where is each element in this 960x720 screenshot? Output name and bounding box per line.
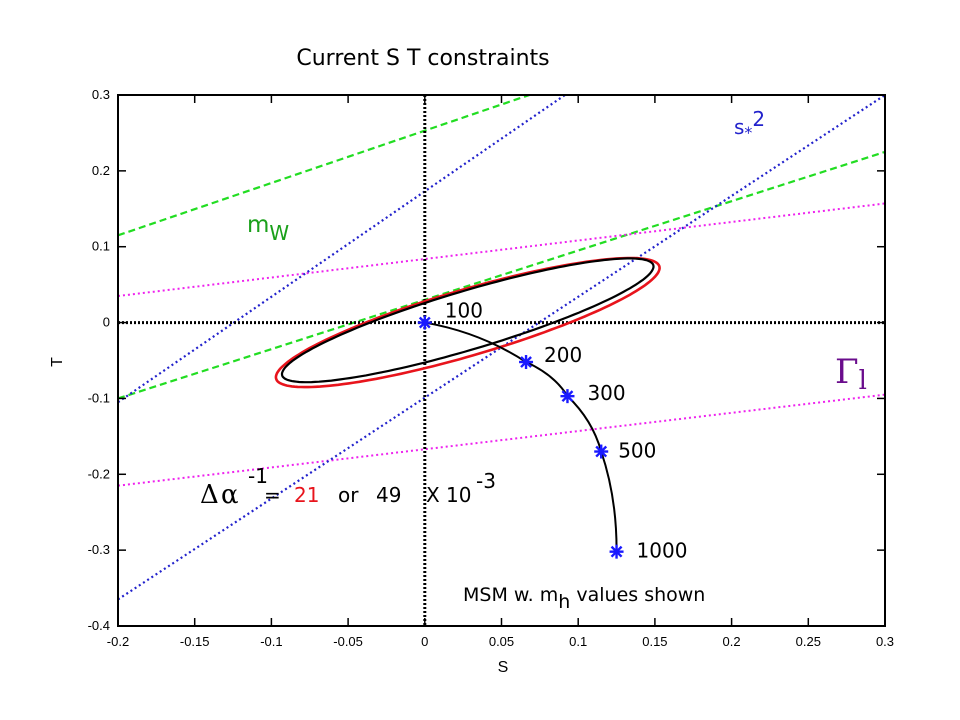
x-tick-label: 0.25 (796, 634, 821, 649)
msm-label-1000: 1000 (637, 539, 688, 563)
x-tick-label: -0.2 (107, 634, 129, 649)
x-tick-label: 0.05 (489, 634, 514, 649)
x-tick-label: 0 (421, 634, 428, 649)
x-tick-label: 0.1 (569, 634, 587, 649)
chart-title: Current S T constraints (296, 46, 549, 71)
y-tick-label: -0.2 (88, 466, 110, 481)
equals-sign: = (264, 483, 281, 507)
delta-alpha-annotation: Δ α -1 = 21 or 49 X 10 -3 (200, 464, 496, 510)
y-tick-label: -0.4 (88, 618, 110, 633)
msm-marker-1000 (609, 544, 624, 559)
msm-marker-500 (594, 444, 609, 459)
times-ten: X 10 (426, 483, 472, 507)
msm-label-500: 500 (618, 439, 656, 463)
mw-label: mW (247, 212, 289, 245)
alpha-exponent: -1 (248, 464, 268, 488)
y-tick-label: 0.1 (92, 239, 110, 254)
gamma-l-label: Γl (835, 352, 867, 396)
band-line-gammal-2 (118, 393, 885, 487)
msm-label-200: 200 (544, 343, 582, 367)
y-tick-label: -0.3 (88, 542, 110, 557)
x-tick-label: -0.05 (333, 634, 363, 649)
y-axis-label: T (49, 357, 66, 367)
tick-labels: -0.2 -0.15 -0.1 -0.05 0 0.05 0.1 0.15 0.2 0.25 0.3… (88, 87, 894, 649)
ten-exponent: -3 (476, 469, 496, 493)
x-tick-label: -0.15 (180, 634, 210, 649)
x-tick-label: -0.1 (260, 634, 282, 649)
or-word: or (338, 483, 359, 507)
alpha-symbol: α (221, 480, 239, 510)
band-line-mw-1 (118, 95, 533, 237)
msm-marker-200 (519, 355, 534, 370)
msm-label-300: 300 (587, 381, 625, 405)
y-tick-label: 0.2 (92, 163, 110, 178)
band-line-mw-2 (118, 150, 885, 400)
msm-note: MSM w. mh values shown (463, 584, 705, 613)
plot-frame (117, 94, 886, 627)
x-tick-label: 0.2 (723, 634, 741, 649)
msm-label-100: 100 (445, 299, 483, 323)
msm-marker-300 (560, 389, 575, 404)
y-tick-label: 0.3 (92, 87, 110, 102)
x-axis-label: S (498, 659, 509, 676)
plot-area (118, 95, 885, 626)
band-line-gammal-1 (118, 202, 885, 298)
y-tick-label: -0.1 (88, 390, 110, 405)
delta-symbol: Δ (200, 480, 219, 510)
alpha-value-21: 21 (294, 483, 319, 507)
x-tick-label: 0.3 (876, 634, 894, 649)
ellipse-black (280, 257, 655, 384)
band-line-s2-1 (118, 95, 567, 404)
y-tick-label: 0 (103, 315, 110, 330)
x-tick-label: 0.15 (642, 634, 667, 649)
alpha-value-49: 49 (376, 483, 401, 507)
band-line-s2-2 (118, 95, 885, 601)
msm-marker-100 (417, 315, 432, 330)
s-star-squared-label: s*2 (734, 107, 765, 142)
